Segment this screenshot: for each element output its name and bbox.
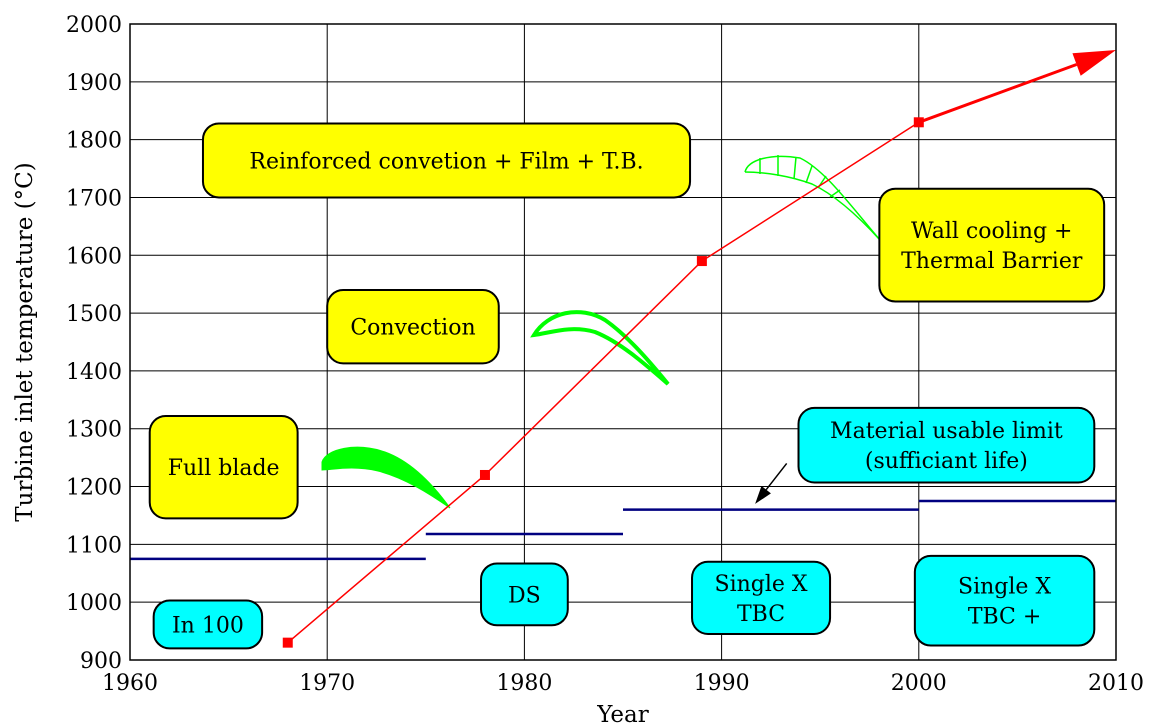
cooling-label-bg — [878, 187, 1106, 303]
material-label-bg — [691, 560, 832, 635]
x-tick-label: 1990 — [694, 671, 750, 696]
x-tick-label: 2010 — [1088, 671, 1144, 696]
material-label: DS — [480, 562, 569, 627]
cooling-label-bg — [148, 415, 299, 520]
cooling-label-text: Full blade — [168, 456, 280, 481]
annotation-arrow-shaft — [765, 462, 788, 491]
temperature-trend — [282, 50, 1116, 648]
material-label-bg — [480, 562, 569, 627]
y-tick-label: 1600 — [66, 244, 122, 269]
material-label-text: TBC + — [968, 605, 1042, 630]
data-point — [696, 256, 707, 267]
y-tick-label: 1800 — [66, 129, 122, 154]
cooling-label: Convection — [326, 288, 500, 365]
y-tick-label: 1300 — [66, 418, 122, 443]
trend-line — [287, 121, 920, 644]
cooling-label-text: Convection — [350, 316, 475, 341]
trend-arrow-shaft — [918, 63, 1078, 124]
annotation-arrow-head — [755, 486, 771, 504]
material-label-text: In 100 — [172, 613, 244, 638]
cooling-label-bg — [201, 122, 692, 199]
cooling-label-text: Wall cooling + — [911, 219, 1072, 244]
blade-illustrations — [321, 155, 881, 509]
material-label: In 100 — [152, 599, 264, 650]
cooling-label-text: Reinforced convetion + Film + T.B. — [249, 149, 643, 174]
x-axis-label: Year — [596, 702, 649, 727]
material-label: Single X TBC + — [913, 554, 1096, 647]
material-label: Material usable limit (sufficiant life) — [797, 406, 1096, 484]
axes: 1960 1970 1980 1990 2000 2010 900 1000 1100 1200 1… — [12, 13, 1144, 727]
y-tick-label: 1400 — [66, 360, 122, 385]
full-blade-icon — [321, 446, 451, 509]
label-boxes: Full blade Convection Reinforced convetion… — [148, 122, 1106, 650]
y-tick-label: 1100 — [66, 533, 122, 558]
cooling-label: Wall cooling + Thermal Barrier — [878, 187, 1106, 303]
material-label-bg — [152, 599, 264, 650]
trend-arrow-head — [1072, 50, 1116, 76]
x-tick-label: 1970 — [299, 671, 355, 696]
material-label-text: (sufficiant life) — [865, 449, 1028, 474]
cooling-label: Reinforced convetion + Film + T.B. — [201, 122, 692, 199]
material-label-text: Single X — [958, 575, 1051, 600]
material-label-bg — [797, 406, 1096, 484]
material-label-text: DS — [508, 583, 541, 608]
data-point — [282, 637, 293, 648]
data-point — [913, 117, 924, 128]
material-label-bg — [913, 554, 1096, 647]
material-limit-lines — [130, 499, 1116, 561]
y-tick-label: 1700 — [66, 186, 122, 211]
y-axis-label: Turbine inlet temperature (°C) — [12, 162, 38, 521]
x-tick-label: 1980 — [496, 671, 552, 696]
material-label-text: Material usable limit — [830, 419, 1063, 444]
y-tick-label: 1500 — [66, 302, 122, 327]
convection-blade-icon — [530, 310, 670, 386]
plot-frame — [129, 23, 1117, 661]
annotation-arrow — [755, 462, 788, 504]
x-tick-label: 1960 — [102, 671, 158, 696]
material-label-text: TBC — [737, 602, 785, 627]
reinforced-blade-icon — [744, 155, 881, 241]
x-tick-label: 2000 — [891, 671, 947, 696]
y-tick-label: 1900 — [66, 71, 122, 96]
material-label-text: Single X — [715, 572, 808, 597]
y-tick-label: 900 — [80, 649, 122, 674]
data-point — [479, 469, 490, 480]
cooling-label-text: Thermal Barrier — [901, 249, 1083, 274]
y-tick-label: 2000 — [66, 13, 122, 38]
cooling-label: Full blade — [148, 415, 299, 520]
y-tick-label: 1200 — [66, 476, 122, 501]
cooling-label-bg — [326, 288, 500, 365]
material-label: Single X TBC — [691, 560, 832, 635]
y-tick-label: 1000 — [66, 591, 122, 616]
